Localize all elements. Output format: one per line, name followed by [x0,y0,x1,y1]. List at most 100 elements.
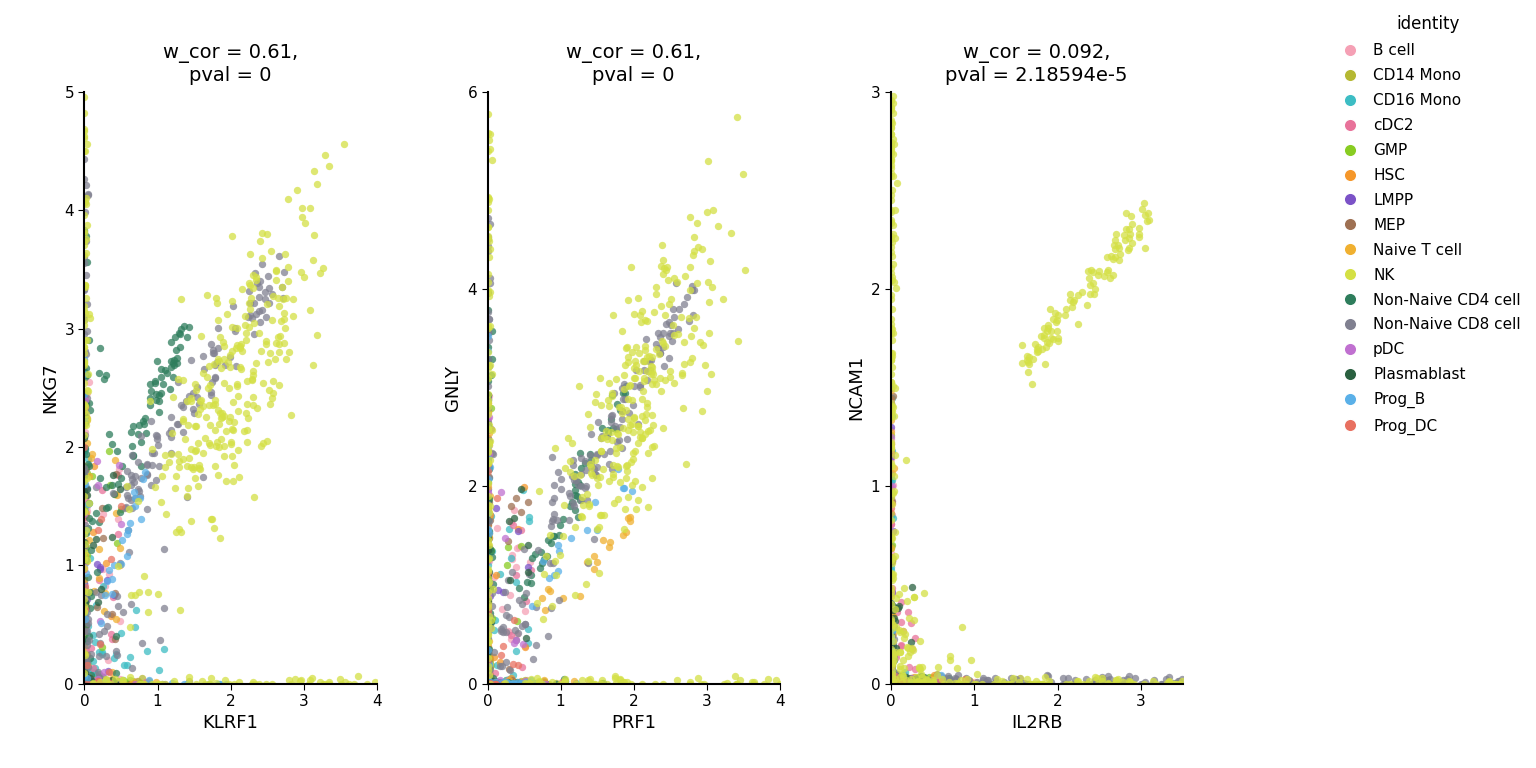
Point [598,458,622,470]
Point [75,647,100,660]
Point [882,677,906,689]
Point [101,588,126,601]
Point [147,677,172,690]
Point [189,329,214,342]
Point [72,508,97,521]
Point [475,220,499,233]
Point [879,677,903,689]
Point [948,677,972,690]
Point [880,619,905,631]
Point [74,519,98,531]
Point [879,170,903,182]
Point [879,611,903,623]
Point [88,676,112,688]
Point [74,346,98,358]
Point [163,344,187,356]
Point [74,677,98,690]
Point [247,316,272,328]
Point [882,654,906,666]
Point [106,513,131,525]
Point [502,677,527,690]
Point [880,667,905,680]
Point [72,614,97,627]
Point [484,676,508,688]
Point [897,674,922,686]
Point [123,500,147,512]
Point [481,677,505,690]
Point [476,677,501,689]
Point [624,503,648,515]
Point [886,677,911,690]
Point [1107,248,1132,260]
Point [607,401,631,413]
Point [487,677,511,690]
Point [98,610,123,622]
Point [476,334,501,346]
Point [475,511,499,523]
Point [1054,677,1078,690]
Point [525,677,550,690]
Point [72,429,97,441]
Point [475,447,499,459]
Point [476,644,501,656]
Point [89,677,114,690]
Point [72,393,97,406]
Point [883,677,908,690]
Point [475,422,499,434]
Point [891,673,915,685]
Point [499,677,524,690]
Point [74,408,98,420]
Point [639,409,664,421]
Point [568,462,593,475]
Point [934,677,958,690]
Point [121,449,146,462]
Point [77,674,101,687]
Point [476,676,501,688]
Point [740,676,765,688]
Point [74,448,98,460]
Point [894,677,919,690]
Point [912,677,937,690]
Point [582,563,607,575]
Point [607,434,631,446]
Point [475,622,499,634]
Point [74,483,98,495]
Point [178,515,203,527]
Point [888,660,912,673]
Point [475,523,499,535]
Point [1031,677,1055,690]
Point [72,283,97,295]
Point [72,359,97,372]
Point [880,526,905,538]
Point [493,655,518,667]
Point [903,677,928,690]
Point [588,445,613,457]
Point [488,676,513,688]
Point [101,674,126,687]
Point [227,471,252,483]
Point [84,676,109,688]
Point [547,594,571,606]
Y-axis label: GNLY: GNLY [444,365,462,411]
Point [895,677,920,690]
Point [599,389,624,402]
Point [74,412,98,425]
Point [482,677,507,690]
Point [266,337,290,349]
Point [908,676,932,688]
Point [590,534,614,546]
Point [475,452,499,465]
Point [478,276,502,289]
Point [1044,314,1069,326]
Point [478,677,502,690]
Point [886,670,911,683]
Point [880,629,905,641]
Point [260,290,284,302]
Point [903,677,928,690]
Point [167,327,192,339]
Point [140,479,164,492]
Point [928,675,952,687]
Point [94,677,118,690]
Point [95,676,120,688]
Point [72,609,97,621]
